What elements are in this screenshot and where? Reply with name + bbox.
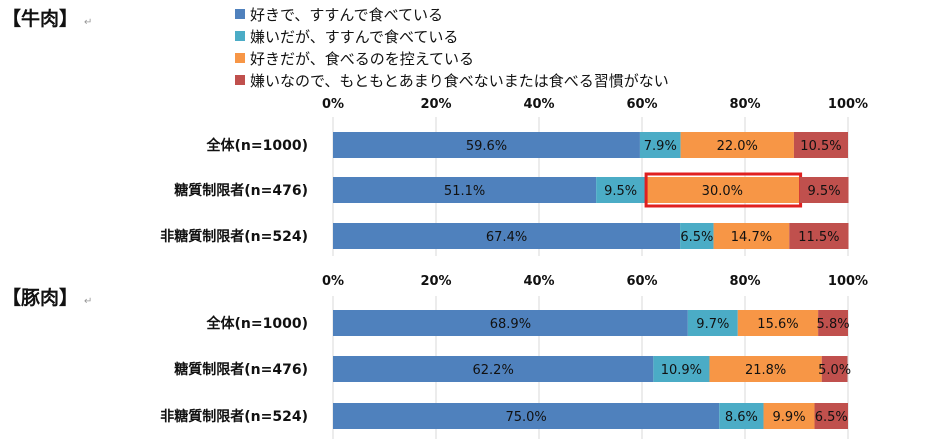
bar-segment [639,132,681,158]
bar-segment [793,132,848,158]
data-label: 51.1% [444,184,485,199]
legend: 好きで、すすんで食べている 嫌いだが、すすんで食べている 好きだが、食べるのを控… [235,3,669,91]
data-label: 6.5% [815,410,848,425]
data-label: 9.7% [696,317,729,332]
legend-swatch [235,31,245,41]
beef-section-title: 【牛肉】 ↵ [2,8,93,30]
data-label: 5.8% [817,317,850,332]
bar-segment [680,132,794,158]
x-tick-label: 40% [523,97,554,112]
data-label: 10.9% [661,363,702,378]
data-label: 11.5% [798,230,839,245]
data-label: 6.5% [680,230,713,245]
category-label: 全体(n=1000) [206,315,308,332]
bar-segment [799,177,849,203]
legend-item-dislike-no-habit: 嫌いなので、もともとあまり食べないまたは食べる習慣がない [235,69,669,91]
legend-swatch [235,75,245,85]
category-label: 非糖質制限者(n=524) [160,408,308,425]
data-label: 67.4% [486,230,527,245]
bar-segment [789,223,849,249]
category-label: 非糖質制限者(n=524) [160,228,308,245]
legend-item-like-restrain: 好きだが、食べるのを控えている [235,47,669,69]
category-label: 糖質制限者(n=476) [174,361,308,378]
data-label: 9.5% [808,184,841,199]
bar-segment [737,310,819,336]
category-label: 糖質制限者(n=476) [174,182,308,199]
data-label: 59.6% [466,139,507,154]
x-tick-label: 20% [420,274,451,289]
data-label: 21.8% [745,363,786,378]
data-label: 9.5% [604,184,637,199]
data-label: 7.9% [644,139,677,154]
bar-segment [333,177,597,203]
x-tick-label: 100% [828,97,868,112]
data-label: 15.6% [757,317,798,332]
category-label: 全体(n=1000) [206,137,308,154]
bar-segment [596,177,646,203]
bar-segment [333,310,688,336]
x-tick-label: 100% [828,274,868,289]
bar-segment [814,403,848,429]
x-tick-label: 0% [322,97,344,112]
data-label: 9.9% [773,410,806,425]
bar-segment [333,403,720,429]
bar-segment [709,356,822,382]
bar-segment [818,310,848,336]
x-tick-label: 60% [626,97,657,112]
data-label: 68.9% [490,317,531,332]
x-tick-label: 0% [322,274,344,289]
bar-segment [719,403,764,429]
bar-segment [333,223,681,249]
legend-item-like-eat: 好きで、すすんで食べている [235,3,669,25]
x-tick-label: 60% [626,274,657,289]
legend-item-dislike-eat: 嫌いだが、すすんで食べている [235,25,669,47]
data-label: 14.7% [731,230,772,245]
bar-segment [333,356,654,382]
bar-segment [713,223,790,249]
bar-segment [645,177,800,203]
data-label: 10.5% [800,139,841,154]
data-label: 22.0% [717,139,758,154]
bar-segment [687,310,738,336]
x-tick-label: 40% [523,274,554,289]
data-label: 5.0% [818,363,851,378]
bar-segment [333,132,640,158]
bar-segment [653,356,710,382]
bar-segment [680,223,714,249]
paragraph-mark: ↵ [84,17,93,28]
x-tick-label: 20% [420,97,451,112]
legend-swatch [235,53,245,63]
data-label: 30.0% [702,184,743,199]
data-label: 8.6% [725,410,758,425]
bar-segment [821,356,848,382]
x-tick-label: 80% [729,274,760,289]
paragraph-mark: ↵ [84,296,93,307]
data-label: 62.2% [473,363,514,378]
bar-segment [763,403,815,429]
legend-swatch [235,9,245,19]
data-label: 75.0% [505,410,546,425]
pork-section-title: 【豚肉】 ↵ [2,287,93,309]
x-tick-label: 80% [729,97,760,112]
